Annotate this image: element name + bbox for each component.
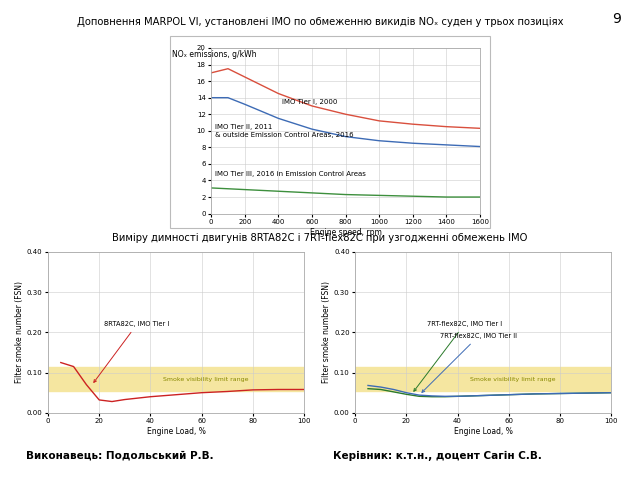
X-axis label: Engine speed, rpm: Engine speed, rpm [310,228,381,237]
Bar [355,367,611,391]
Text: IMO Tier III, 2016 in Emission Control Areas: IMO Tier III, 2016 in Emission Control A… [214,171,365,177]
Text: IMO Tier I, 2000: IMO Tier I, 2000 [282,99,337,105]
Text: NOₓ emissions, g/kWh: NOₓ emissions, g/kWh [172,50,256,60]
Text: Доповнення MARPOL VI, установлені IMO по обмеженню викидів NOₓ суден у трьох поз: Доповнення MARPOL VI, установлені IMO по… [77,17,563,27]
Y-axis label: Filter smoke number (FSN): Filter smoke number (FSN) [322,281,331,384]
Text: 8RTA82C, IMO Tier I: 8RTA82C, IMO Tier I [94,322,170,383]
Bar [48,367,304,391]
Text: Виконавець: Подольський Р.В.: Виконавець: Подольський Р.В. [26,451,213,461]
Text: Smoke visibility limit range: Smoke visibility limit range [470,377,556,383]
X-axis label: Engine Load, %: Engine Load, % [454,427,513,436]
Text: IMO Tier II, 2011
& outside Emission Control Areas, 2016: IMO Tier II, 2011 & outside Emission Con… [214,124,353,138]
Text: Smoke visibility limit range: Smoke visibility limit range [163,377,249,383]
Y-axis label: Filter smoke number (FSN): Filter smoke number (FSN) [15,281,24,384]
Text: Виміру димності двигунів 8RTA82C і 7RT-flex82C при узгодженні обмежень IMO: Виміру димності двигунів 8RTA82C і 7RT-f… [112,233,528,243]
Text: 7RT-flex82C, IMO Tier I: 7RT-flex82C, IMO Tier I [414,322,502,391]
X-axis label: Engine Load, %: Engine Load, % [147,427,205,436]
Text: 9: 9 [612,12,621,26]
Text: Керівник: к.т.н., доцент Сагін С.В.: Керівник: к.т.н., доцент Сагін С.В. [333,451,541,461]
Text: 7RT-flex82C, IMO Tier II: 7RT-flex82C, IMO Tier II [422,334,516,392]
